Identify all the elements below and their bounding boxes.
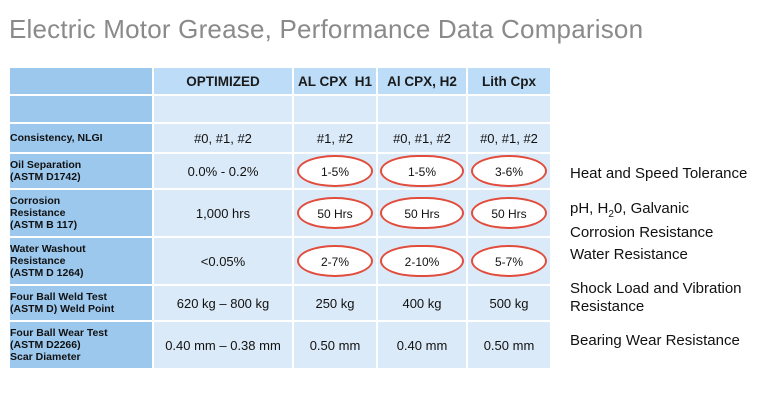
highlight-circle: 50 Hrs (380, 197, 464, 229)
col-header-al-cpx-h2: Al CPX, H2 (376, 66, 468, 96)
col-header-lith-cpx: Lith Cpx (466, 66, 552, 96)
highlight-circle: 50 Hrs (471, 197, 547, 229)
table-row: Consistency, NLGI #0, #1, #2 #1, #2 #0, … (8, 122, 552, 154)
row-label: Consistency, NLGI (8, 122, 154, 154)
cell-value: 0.40 mm – 0.38 mm (152, 320, 294, 370)
row-label: Four Ball Weld Test (ASTM D) Weld Point (8, 284, 154, 322)
cell-value: #0, #1, #2 (466, 122, 552, 154)
header-row: OPTIMIZED AL CPX H1 Al CPX, H2 Lith Cpx (8, 66, 552, 96)
cell-value: 400 kg (376, 284, 468, 322)
page-title: Electric Motor Grease, Performance Data … (9, 14, 644, 44)
cell-value: 0.50 mm (292, 320, 378, 370)
cell-value: 250 kg (292, 284, 378, 322)
row-label: Water Washout Resistance (ASTM D 1264) (8, 236, 154, 286)
table-row: Oil Separation (ASTM D1742) 0.0% - 0.2% 1… (8, 152, 552, 190)
cell-value: 620 kg – 800 kg (152, 284, 294, 322)
highlight-circle: 2-10% (380, 245, 464, 277)
cell-value: <0.05% (152, 236, 294, 286)
cell-value: 0.40 mm (376, 320, 468, 370)
table-row: Water Washout Resistance (ASTM D 1264) <0.… (8, 236, 552, 286)
highlight-circle: 5-7% (471, 245, 547, 277)
table-row: Four Ball Weld Test (ASTM D) Weld Point 6… (8, 284, 552, 322)
comparison-table: OPTIMIZED AL CPX H1 Al CPX, H2 Lith Cpx … (8, 66, 552, 370)
cell-value: #0, #1, #2 (376, 122, 468, 154)
col-header-al-cpx-h1: AL CPX H1 (292, 66, 378, 96)
highlight-circle: 3-6% (471, 155, 547, 187)
cell-value: 500 kg (466, 284, 552, 322)
note-bearing-wear: Bearing Wear Resistance (570, 332, 740, 349)
highlight-circle: 2-7% (297, 245, 373, 277)
row-label: Corrosion Resistance (ASTM B 117) (8, 188, 154, 238)
note-corrosion: pH, H20, Galvanic Corrosion Resistance (570, 200, 714, 241)
blank-row (8, 94, 552, 124)
highlight-circle: 50 Hrs (297, 197, 373, 229)
highlight-circle: 1-5% (380, 155, 464, 187)
header-corner (8, 66, 154, 96)
note-heat-speed: Heat and Speed Tolerance (570, 165, 748, 182)
cell-value: #1, #2 (292, 122, 378, 154)
table-row: Corrosion Resistance (ASTM B 117) 1,000 hr… (8, 188, 552, 238)
table-row: Four Ball Wear Test (ASTM D2266) Scar Diam… (8, 320, 552, 370)
row-label: Four Ball Wear Test (ASTM D2266) Scar Diam… (8, 320, 154, 370)
note-water: Water Resistance (570, 246, 688, 263)
note-shock-load: Shock Load and Vibration Resistance (570, 280, 742, 315)
row-label: Oil Separation (ASTM D1742) (8, 152, 154, 190)
cell-value: 0.50 mm (466, 320, 552, 370)
cell-value: 0.0% - 0.2% (152, 152, 294, 190)
cell-value: 1,000 hrs (152, 188, 294, 238)
cell-value: #0, #1, #2 (152, 122, 294, 154)
highlight-circle: 1-5% (297, 155, 373, 187)
col-header-optimized: OPTIMIZED (152, 66, 294, 96)
